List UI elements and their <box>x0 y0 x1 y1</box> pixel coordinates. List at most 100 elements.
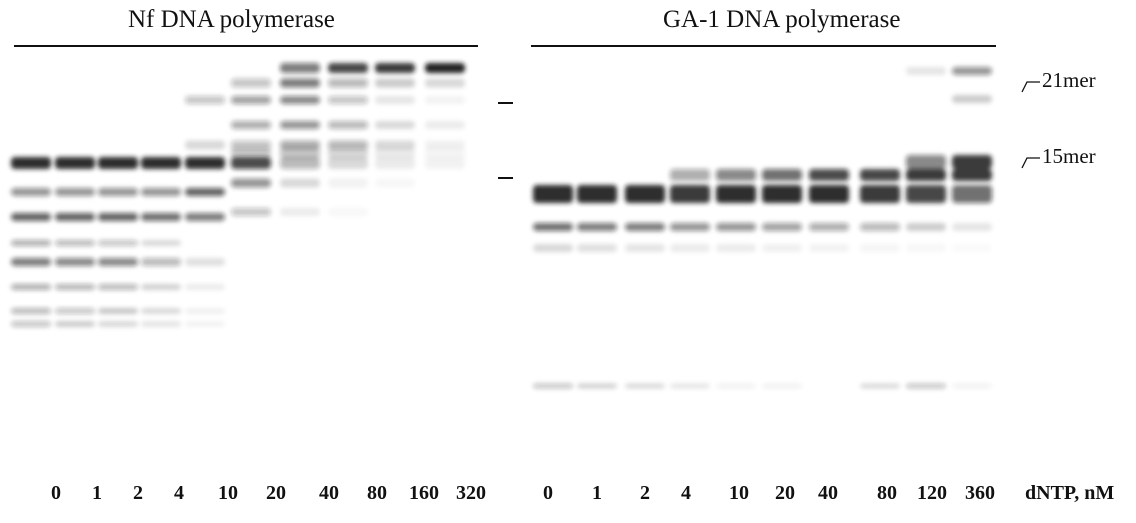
gel-band <box>55 188 95 196</box>
gel-band <box>952 185 992 203</box>
lane-label-ga1: 360 <box>965 482 995 504</box>
gel-band <box>577 383 617 389</box>
gel-band <box>425 140 465 150</box>
gel-band <box>762 383 802 389</box>
gel-band <box>906 155 946 169</box>
gel-band <box>185 258 225 266</box>
gel-band <box>625 223 665 231</box>
gel-band <box>577 223 617 231</box>
gel-band <box>533 244 573 252</box>
gel-band <box>762 244 802 252</box>
gel-band <box>280 178 320 188</box>
axis-unit-label: dNTP, nM <box>1025 482 1115 504</box>
gel-band <box>533 223 573 231</box>
lane-label-ga1: 4 <box>681 482 691 504</box>
gel-band <box>98 321 138 327</box>
lane-label-nf: 10 <box>218 482 238 504</box>
gel-band <box>231 157 271 169</box>
ga1-gel-image <box>533 67 992 389</box>
ga1-panel-title: GA-1 DNA polymerase <box>663 6 901 33</box>
gel-band <box>762 185 802 203</box>
gel-band <box>860 383 900 389</box>
leader-line-21mer <box>1021 81 1040 93</box>
lane-label-ga1: 120 <box>917 482 947 504</box>
gel-band <box>328 121 368 129</box>
gel-band <box>231 178 271 188</box>
nf-gel-image <box>11 63 465 327</box>
gel-band <box>328 208 368 216</box>
gel-band <box>11 308 51 314</box>
gel-band <box>185 308 225 314</box>
gel-band <box>98 188 138 196</box>
gel-band <box>952 67 992 75</box>
gel-band <box>55 213 95 221</box>
gel-band <box>11 321 51 327</box>
gel-band <box>952 383 992 389</box>
gel-band <box>762 169 802 181</box>
gel-band <box>328 63 368 73</box>
marker-label-21mer: 21mer <box>1042 68 1096 92</box>
gel-band <box>280 63 320 73</box>
gel-band <box>98 157 138 169</box>
gel-band <box>185 284 225 290</box>
gel-band <box>425 63 465 73</box>
gel-band <box>762 223 802 231</box>
gel-band <box>670 169 710 181</box>
gel-band <box>185 96 225 104</box>
gel-band <box>141 284 181 290</box>
gel-band <box>141 157 181 169</box>
gel-band <box>280 147 320 159</box>
gel-band <box>185 188 225 196</box>
gel-band <box>98 213 138 221</box>
gel-band <box>906 169 946 181</box>
lane-label-ga1: 40 <box>818 482 838 504</box>
gel-band <box>280 121 320 129</box>
gel-band <box>533 185 573 203</box>
gel-band <box>375 63 415 73</box>
gel-band <box>141 321 181 327</box>
ga1-panel-underline <box>531 45 996 47</box>
gel-band <box>952 155 992 169</box>
gel-band <box>185 140 225 150</box>
gel-band <box>577 244 617 252</box>
gel-band <box>11 213 51 221</box>
gel-band <box>280 208 320 216</box>
gel-band <box>625 185 665 203</box>
lane-label-nf: 20 <box>266 482 286 504</box>
gel-band <box>328 140 368 150</box>
gel-band <box>185 213 225 221</box>
gel-band <box>231 78 271 88</box>
gel-band <box>328 147 368 159</box>
gel-band <box>280 96 320 104</box>
gel-band <box>55 308 95 314</box>
gel-band <box>716 244 756 252</box>
gel-band <box>141 213 181 221</box>
lane-label-ga1: 1 <box>592 482 602 504</box>
gel-band <box>375 179 415 188</box>
gel-band <box>141 308 181 314</box>
gel-band <box>625 244 665 252</box>
gel-band <box>716 223 756 231</box>
gel-band <box>55 240 95 246</box>
gel-band <box>952 223 992 231</box>
gel-band <box>375 78 415 88</box>
gel-band <box>98 308 138 314</box>
gel-band <box>906 223 946 231</box>
gel-band <box>55 284 95 290</box>
gel-band <box>280 157 320 169</box>
gel-band <box>809 185 849 203</box>
gel-band <box>231 147 271 159</box>
marker-dash-21mer <box>498 102 513 104</box>
gel-band <box>670 185 710 203</box>
gel-band <box>141 188 181 196</box>
gel-band <box>98 258 138 266</box>
gel-band <box>375 96 415 104</box>
lane-label-nf: 0 <box>51 482 61 504</box>
gel-band <box>425 96 465 104</box>
nf-panel-underline <box>14 45 478 47</box>
gel-band <box>141 240 181 246</box>
gel-band <box>906 185 946 203</box>
gel-band <box>809 223 849 231</box>
gel-band <box>11 188 51 196</box>
lane-label-ga1: 80 <box>877 482 897 504</box>
